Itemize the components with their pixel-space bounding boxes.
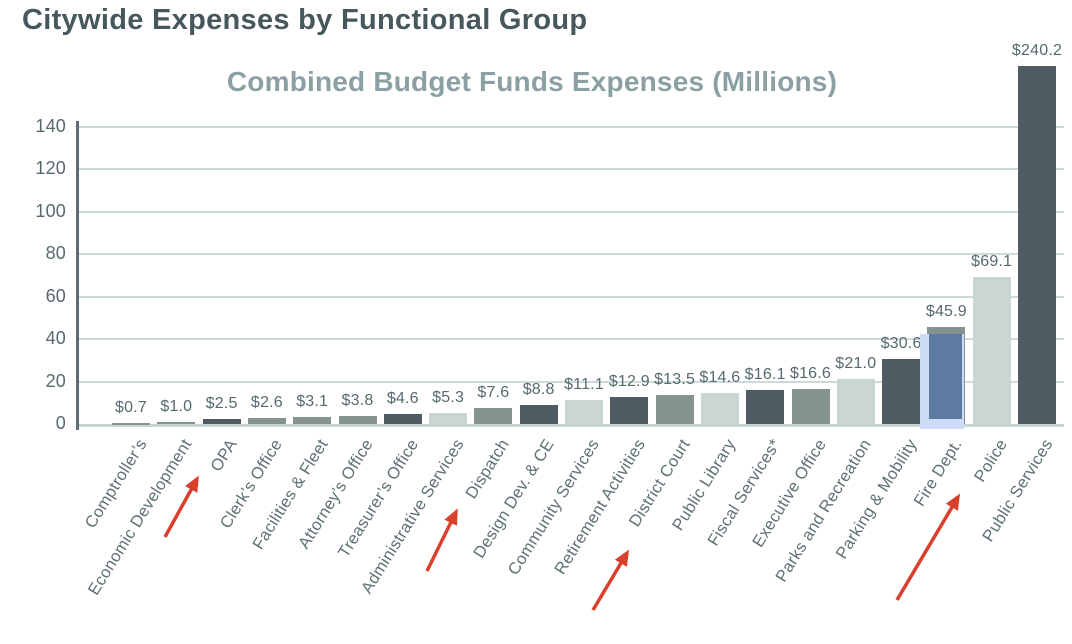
y-tick-label-20: 20 bbox=[45, 370, 66, 391]
bar-clerk-s-office bbox=[247, 418, 286, 424]
value-label-administrative-services: $5.3 bbox=[432, 388, 465, 406]
gridline-40 bbox=[78, 338, 1064, 341]
y-tick-label-40: 40 bbox=[45, 328, 66, 349]
y-tick-label-80: 80 bbox=[45, 243, 66, 264]
bar-dispatch bbox=[474, 407, 513, 424]
page-title: Citywide Expenses by Functional Group bbox=[22, 4, 588, 36]
value-label-parks-and-recreation: $21.0 bbox=[835, 355, 877, 373]
value-label-police: $69.1 bbox=[971, 253, 1013, 271]
x-label-design-dev-ce: Design Dev. & CE bbox=[470, 436, 558, 562]
bar-facilities-fleet bbox=[293, 417, 332, 424]
x-axis-line bbox=[78, 424, 1064, 427]
gridline-80 bbox=[78, 253, 1064, 256]
value-label-attorney-s-office: $3.8 bbox=[341, 391, 374, 409]
gridline-120 bbox=[78, 168, 1064, 171]
value-label-fiscal-services: $16.1 bbox=[744, 365, 786, 383]
bar-fiscal-services bbox=[746, 389, 785, 424]
value-label-executive-office: $16.6 bbox=[789, 364, 832, 382]
x-label-parking-mobility: Parking & Mobility bbox=[832, 436, 921, 563]
value-label-district-court: $13.5 bbox=[654, 371, 696, 389]
y-tick-label-100: 100 bbox=[35, 200, 66, 221]
bar-economic-development bbox=[157, 421, 196, 424]
bar-parking-mobility bbox=[882, 359, 921, 424]
bar-comptroller-s bbox=[112, 422, 150, 425]
value-label-clerk-s-office: $2.6 bbox=[250, 394, 283, 412]
gridline-20 bbox=[78, 380, 1064, 383]
bar-attorney-s-office bbox=[338, 415, 377, 424]
bar-retirement-activities bbox=[610, 396, 649, 424]
bar-public-library bbox=[700, 393, 739, 424]
value-label-public-services: $240.2 bbox=[1011, 42, 1063, 59]
bar-administrative-services bbox=[429, 412, 468, 424]
value-label-fire-dept: $45.9 bbox=[925, 302, 967, 320]
gridline-60 bbox=[78, 295, 1064, 298]
bar-district-court bbox=[655, 395, 694, 424]
y-tick-label-120: 120 bbox=[35, 158, 66, 179]
bar-community-services bbox=[565, 400, 603, 424]
value-label-retirement-activities: $12.9 bbox=[608, 372, 650, 390]
bar-highlight-fire-dept bbox=[929, 333, 963, 419]
y-axis-line bbox=[76, 121, 79, 430]
gridline-100 bbox=[78, 210, 1064, 213]
bar-design-dev-ce bbox=[519, 405, 558, 424]
value-label-opa: $2.5 bbox=[205, 394, 238, 412]
y-tick-label-60: 60 bbox=[45, 285, 66, 306]
x-label-police: Police bbox=[970, 436, 1011, 486]
x-label-treasurer-s-office: Treasurer’s Office bbox=[334, 436, 423, 561]
bar-treasurer-s-office bbox=[383, 414, 422, 424]
bar-public-services bbox=[1018, 66, 1056, 424]
bar-police bbox=[972, 277, 1011, 424]
value-label-design-dev-ce: $8.8 bbox=[522, 381, 555, 399]
chart-subtitle: Combined Budget Funds Expenses (Millions… bbox=[226, 66, 838, 97]
value-label-comptroller-s: $0.7 bbox=[115, 398, 147, 416]
value-label-community-services: $11.1 bbox=[564, 376, 604, 394]
bar-executive-office bbox=[791, 388, 830, 424]
value-label-economic-development: $1.0 bbox=[160, 397, 193, 415]
gridline-140 bbox=[78, 126, 1064, 128]
y-tick-label-0: 0 bbox=[55, 413, 66, 433]
y-tick-label-140: 140 bbox=[35, 116, 66, 136]
value-label-facilities-fleet: $3.1 bbox=[296, 393, 329, 411]
x-label-opa: OPA bbox=[207, 436, 241, 475]
bar-opa bbox=[202, 418, 241, 424]
value-label-parking-mobility: $30.6 bbox=[880, 335, 922, 353]
value-label-public-library: $14.6 bbox=[699, 369, 741, 387]
value-label-treasurer-s-office: $4.6 bbox=[386, 390, 419, 408]
value-label-dispatch: $7.6 bbox=[477, 383, 510, 401]
bar-parks-and-recreation bbox=[836, 379, 875, 424]
